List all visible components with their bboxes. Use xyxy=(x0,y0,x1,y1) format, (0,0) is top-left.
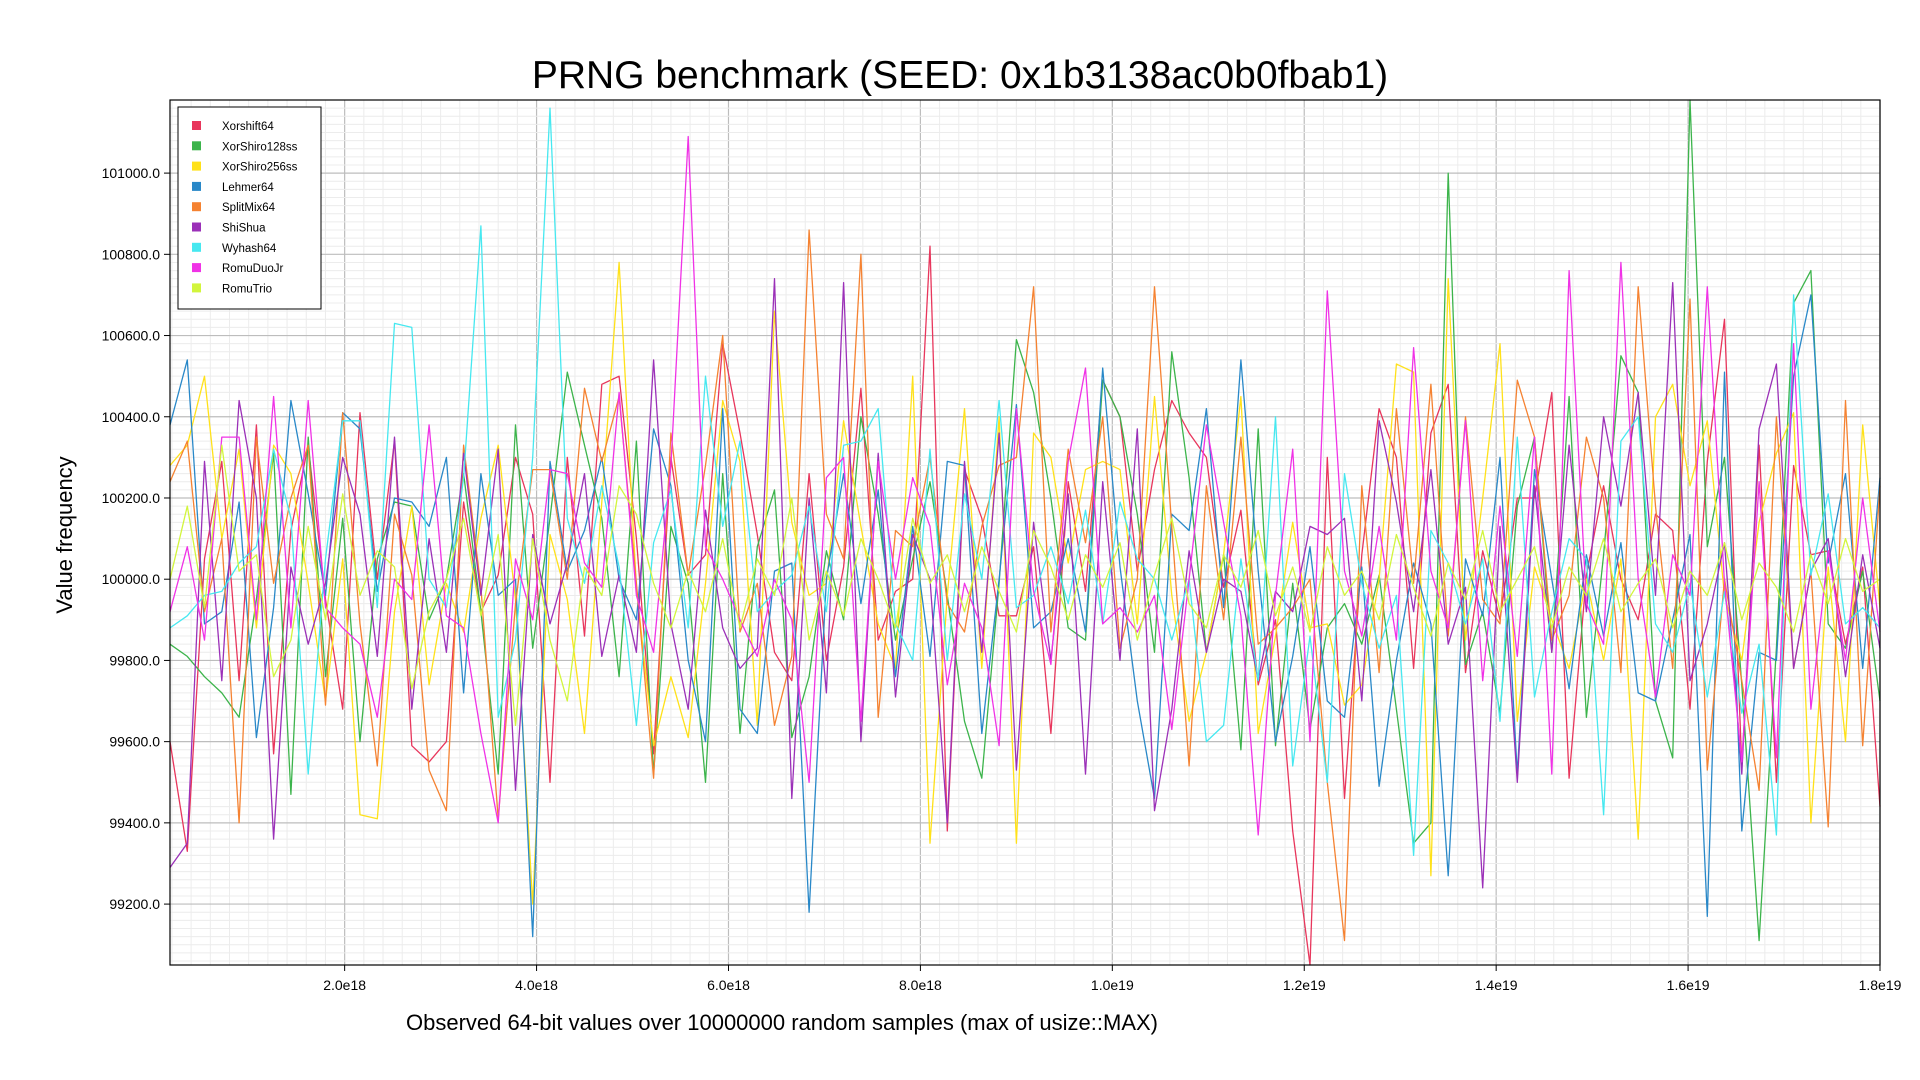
series-line-splitmix64 xyxy=(169,229,1881,942)
y-tick-label: 100800.0 xyxy=(102,246,161,262)
plot-frame xyxy=(169,99,1881,966)
legend-swatch xyxy=(192,202,201,212)
x-tick-label: 4.0e18 xyxy=(515,977,558,993)
y-axis-label: Value frequency xyxy=(52,456,77,613)
x-tick-label: 6.0e18 xyxy=(707,977,750,993)
y-tick-label: 100600.0 xyxy=(102,328,161,344)
y-axis-ticks: 99200.0 99400.0 99600.0 99800.0 100000.0 1002… xyxy=(102,165,170,912)
y-tick-label: 99400.0 xyxy=(109,815,160,831)
x-tick-label: 1.2e19 xyxy=(1283,977,1326,993)
legend: Xorshift64 XorShiro128ss XorShiro256ss Lehm… xyxy=(177,106,322,310)
series-line-romutrio xyxy=(169,444,1881,727)
legend-swatch xyxy=(192,181,201,191)
x-tick-label: 1.4e19 xyxy=(1475,977,1518,993)
legend-swatch xyxy=(192,222,201,232)
legend-swatch xyxy=(192,121,201,130)
x-axis-label: Observed 64-bit values over 10000000 ran… xyxy=(406,1010,1158,1035)
chart-title: PRNG benchmark (SEED: 0x1b3138ac0b0fbab1… xyxy=(532,54,1388,97)
x-tick-label: 8.0e18 xyxy=(899,977,942,993)
legend-entry: XorShiro128ss xyxy=(222,141,298,153)
y-tick-label: 99600.0 xyxy=(109,734,160,750)
series-layer xyxy=(169,99,1881,966)
y-tick-label: 100000.0 xyxy=(102,571,161,587)
y-tick-label: 100400.0 xyxy=(102,409,161,425)
legend-entry: XorShiro256ss xyxy=(222,162,298,174)
legend-swatch xyxy=(192,141,201,151)
legend-swatch xyxy=(192,161,201,171)
x-tick-label: 1.8e19 xyxy=(1859,977,1902,993)
x-tick-label: 2.0e18 xyxy=(323,977,366,993)
series-line-wyhash64 xyxy=(169,107,1881,857)
grid xyxy=(170,99,1881,965)
y-tick-label: 99200.0 xyxy=(109,896,160,912)
series-line-lehmer64 xyxy=(169,294,1881,938)
legend-entry: Wyhash64 xyxy=(222,243,277,255)
legend-entry: RomuTrio xyxy=(222,283,272,295)
x-axis-ticks: 2.0e18 4.0e18 6.0e18 8.0e18 1.0e19 1.2e19 1.4e… xyxy=(323,965,1902,993)
legend-swatch xyxy=(192,263,201,273)
legend-entry: Xorshift64 xyxy=(222,121,274,133)
y-tick-label: 99800.0 xyxy=(109,652,160,668)
series-line-shishua xyxy=(169,278,1881,889)
legend-box xyxy=(177,106,322,310)
series-line-romuduojr xyxy=(169,135,1881,836)
legend-entry: SplitMix64 xyxy=(222,202,276,214)
y-tick-label: 100200.0 xyxy=(102,490,161,506)
legend-entry: Lehmer64 xyxy=(222,182,274,194)
x-tick-label: 1.6e19 xyxy=(1667,977,1710,993)
legend-swatch xyxy=(192,283,201,293)
y-tick-label: 101000.0 xyxy=(102,165,161,181)
x-tick-label: 1.0e19 xyxy=(1091,977,1134,993)
legend-entry: RomuDuoJr xyxy=(222,263,284,275)
legend-entry: ShiShua xyxy=(222,223,266,235)
legend-swatch xyxy=(192,242,201,252)
